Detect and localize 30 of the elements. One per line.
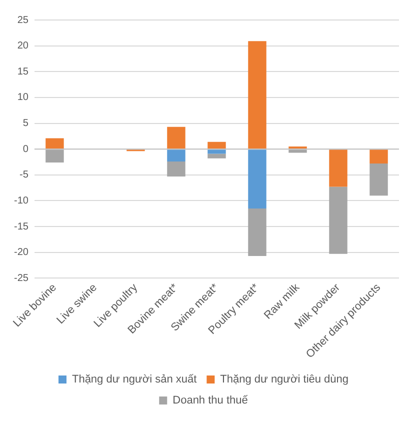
y-tick-label: 10 [17, 92, 29, 104]
bar [208, 150, 226, 154]
y-tick-label: -20 [14, 247, 29, 258]
y-tick-label: 5 [22, 118, 29, 130]
bar [288, 150, 307, 153]
bar [370, 150, 388, 164]
bar [248, 208, 266, 256]
bar [167, 161, 186, 176]
bar [208, 154, 226, 158]
bar [167, 150, 186, 162]
legend-label: Thặng dư người sản xuất [72, 374, 197, 386]
bar [329, 150, 348, 187]
y-tick-label: 25 [17, 14, 29, 26]
bar [248, 41, 266, 149]
bar [329, 186, 348, 254]
legend-label: Thặng dư người tiêu dùng [220, 374, 349, 386]
y-tick-label: -5 [20, 170, 29, 181]
y-tick-label: 0 [22, 144, 29, 155]
bar [167, 126, 186, 149]
y-tick-label: 20 [17, 40, 29, 52]
y-tick-label: -15 [14, 221, 29, 232]
bar [46, 150, 64, 163]
y-tick-label: -10 [14, 195, 29, 206]
y-tick-label: -25 [14, 272, 29, 284]
y-tick-label: 15 [17, 66, 29, 78]
bar [46, 138, 64, 149]
bar [248, 150, 266, 208]
legend-label: Doanh thu thuế [172, 394, 248, 407]
bar [208, 142, 226, 149]
bar [370, 164, 388, 196]
